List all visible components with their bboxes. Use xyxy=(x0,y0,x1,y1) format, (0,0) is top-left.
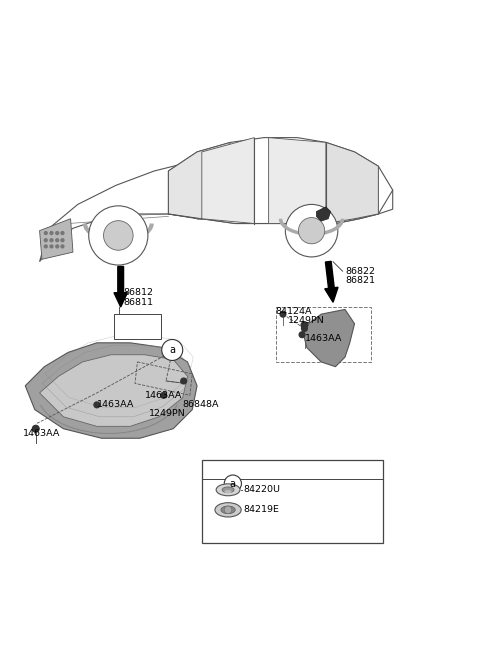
Ellipse shape xyxy=(216,484,240,496)
Text: 1249PN: 1249PN xyxy=(288,316,324,325)
FancyArrow shape xyxy=(325,261,338,302)
Circle shape xyxy=(161,392,167,398)
Text: 84219E: 84219E xyxy=(243,505,279,514)
Circle shape xyxy=(162,340,183,361)
Ellipse shape xyxy=(221,506,235,514)
Polygon shape xyxy=(25,343,197,438)
Text: 84124A: 84124A xyxy=(276,307,312,316)
Polygon shape xyxy=(202,137,254,223)
Circle shape xyxy=(224,506,232,514)
Circle shape xyxy=(44,232,47,235)
FancyBboxPatch shape xyxy=(202,460,383,543)
Polygon shape xyxy=(168,143,230,219)
Circle shape xyxy=(301,326,307,331)
Text: 86812: 86812 xyxy=(123,288,153,297)
Text: 1249PN: 1249PN xyxy=(149,409,186,418)
Polygon shape xyxy=(326,143,378,223)
Circle shape xyxy=(61,238,64,242)
FancyArrow shape xyxy=(114,267,127,307)
Polygon shape xyxy=(39,219,73,260)
Text: 1463AA: 1463AA xyxy=(23,429,60,438)
Circle shape xyxy=(44,238,47,242)
Circle shape xyxy=(56,232,59,235)
Polygon shape xyxy=(316,207,331,221)
Text: 84220U: 84220U xyxy=(243,486,280,494)
Text: 86811: 86811 xyxy=(123,298,153,307)
Circle shape xyxy=(33,425,39,432)
Circle shape xyxy=(56,245,59,248)
FancyBboxPatch shape xyxy=(114,314,161,339)
Circle shape xyxy=(168,345,174,350)
Ellipse shape xyxy=(222,487,234,493)
Circle shape xyxy=(280,311,286,317)
Circle shape xyxy=(89,206,148,265)
Circle shape xyxy=(224,475,241,492)
Circle shape xyxy=(285,204,338,257)
Text: 1463AA: 1463AA xyxy=(144,391,182,400)
Circle shape xyxy=(181,378,187,384)
Polygon shape xyxy=(39,355,188,426)
Text: 86821: 86821 xyxy=(345,277,375,285)
Text: a: a xyxy=(230,478,236,489)
Circle shape xyxy=(301,322,308,328)
Circle shape xyxy=(50,232,53,235)
Ellipse shape xyxy=(225,490,232,493)
Polygon shape xyxy=(39,157,393,261)
Ellipse shape xyxy=(215,503,241,517)
Circle shape xyxy=(50,245,53,248)
Polygon shape xyxy=(168,137,393,223)
Text: 1463AA: 1463AA xyxy=(304,334,342,342)
Circle shape xyxy=(61,232,64,235)
Text: 86848A: 86848A xyxy=(183,400,219,409)
Circle shape xyxy=(50,238,53,242)
Circle shape xyxy=(94,402,100,408)
Circle shape xyxy=(299,217,324,244)
Text: 86822: 86822 xyxy=(345,267,375,276)
Circle shape xyxy=(61,245,64,248)
Text: a: a xyxy=(169,345,175,355)
Circle shape xyxy=(299,332,305,338)
Circle shape xyxy=(56,238,59,242)
Polygon shape xyxy=(302,309,355,367)
Text: 1463AA: 1463AA xyxy=(97,400,134,409)
Polygon shape xyxy=(269,137,326,223)
Circle shape xyxy=(44,245,47,248)
Circle shape xyxy=(104,221,133,250)
